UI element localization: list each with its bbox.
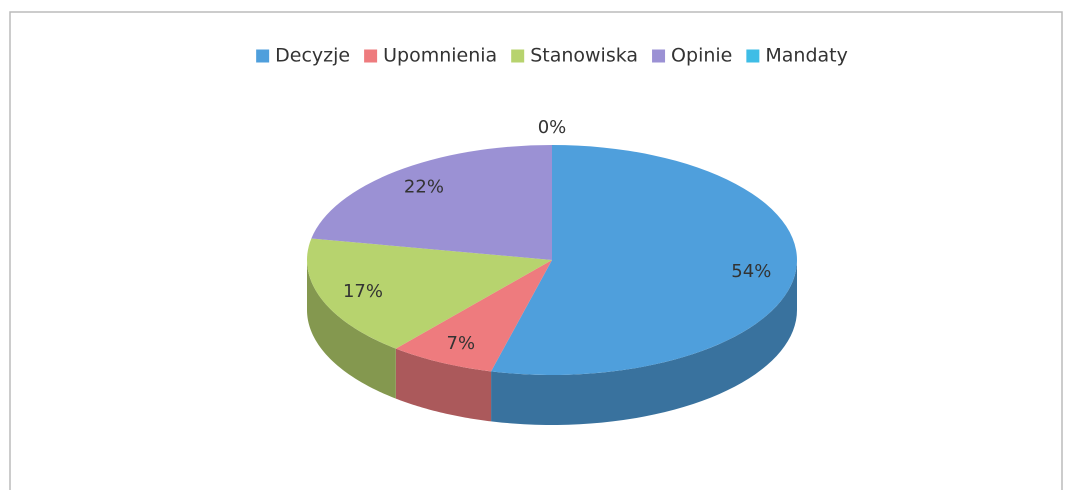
legend-swatch	[652, 49, 666, 63]
legend-swatch	[256, 49, 270, 63]
data-label: 7%	[447, 333, 476, 354]
slice	[307, 238, 552, 349]
slice-side	[491, 260, 797, 425]
slice-side	[395, 348, 492, 422]
legend-swatch	[511, 49, 525, 63]
legend-label: Stanowiska	[530, 45, 638, 67]
slice-side	[307, 260, 396, 399]
data-label: 17%	[343, 281, 383, 302]
legend-swatch	[746, 49, 760, 63]
slice	[395, 260, 552, 372]
data-label: 22%	[404, 176, 444, 197]
slice	[491, 145, 797, 375]
data-label: 54%	[731, 261, 771, 282]
legend-label: Mandaty	[765, 45, 847, 67]
legend-label: Opinie	[671, 45, 732, 67]
legend-label: Decyzje	[275, 45, 350, 67]
data-label: 0%	[538, 117, 567, 138]
legend-label: Upomnienia	[383, 45, 497, 67]
legend-swatch	[364, 49, 378, 63]
slice	[311, 145, 552, 260]
